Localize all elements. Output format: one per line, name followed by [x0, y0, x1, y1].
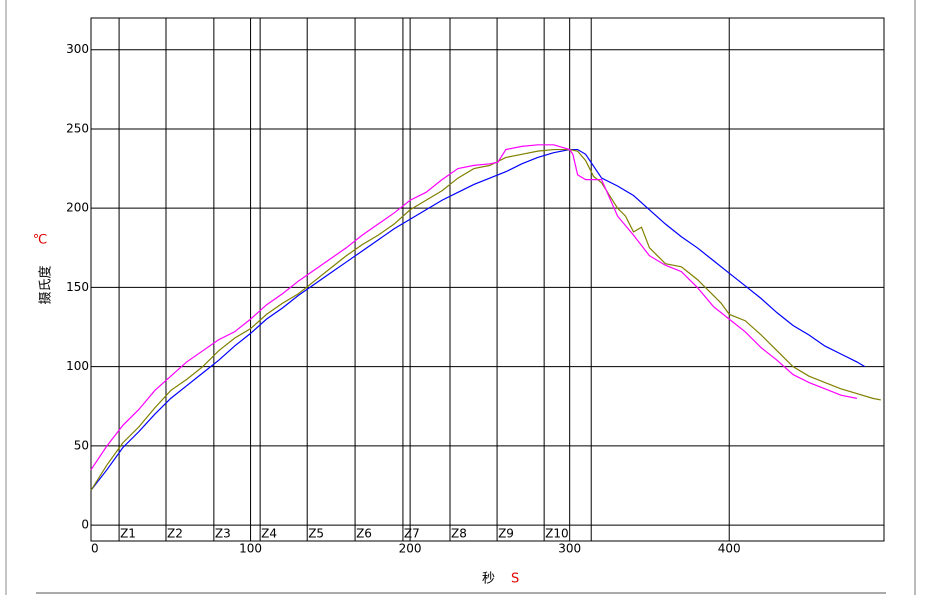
x-unit: S: [511, 572, 519, 587]
series-line: [90, 144, 857, 471]
zone-label: Z2: [167, 527, 183, 541]
zone-label: Z1: [120, 527, 136, 541]
zone-label: Z4: [261, 527, 277, 541]
y-tick-label: 300: [66, 42, 89, 56]
plot-area: [90, 17, 885, 542]
y-tick-label: 0: [81, 518, 89, 532]
y-tick-label: 100: [66, 359, 89, 373]
zone-label: Z10: [545, 527, 569, 541]
series-line: [90, 148, 881, 491]
y-tick-label: 150: [66, 280, 89, 294]
y-axis-label: 摄氏度: [38, 265, 54, 304]
x-tick-label: 0: [91, 542, 99, 556]
zone-label: Z9: [498, 527, 514, 541]
x-tick-label: 300: [558, 542, 581, 556]
zone-label: Z8: [451, 527, 467, 541]
zone-label: Z7: [404, 527, 420, 541]
y-tick-label: 250: [66, 121, 89, 135]
x-tick-label: 100: [239, 542, 262, 556]
zone-label: Z3: [215, 527, 231, 541]
zone-label: Z6: [356, 527, 372, 541]
series-line: [90, 148, 866, 491]
x-tick-label: 200: [399, 542, 422, 556]
zone-label: Z5: [308, 527, 324, 541]
y-tick-label: 50: [74, 438, 89, 452]
x-axis-label: 秒: [482, 572, 495, 587]
y-unit: ℃: [33, 233, 48, 248]
x-tick-label: 400: [718, 542, 741, 556]
y-tick-label: 200: [66, 201, 89, 215]
